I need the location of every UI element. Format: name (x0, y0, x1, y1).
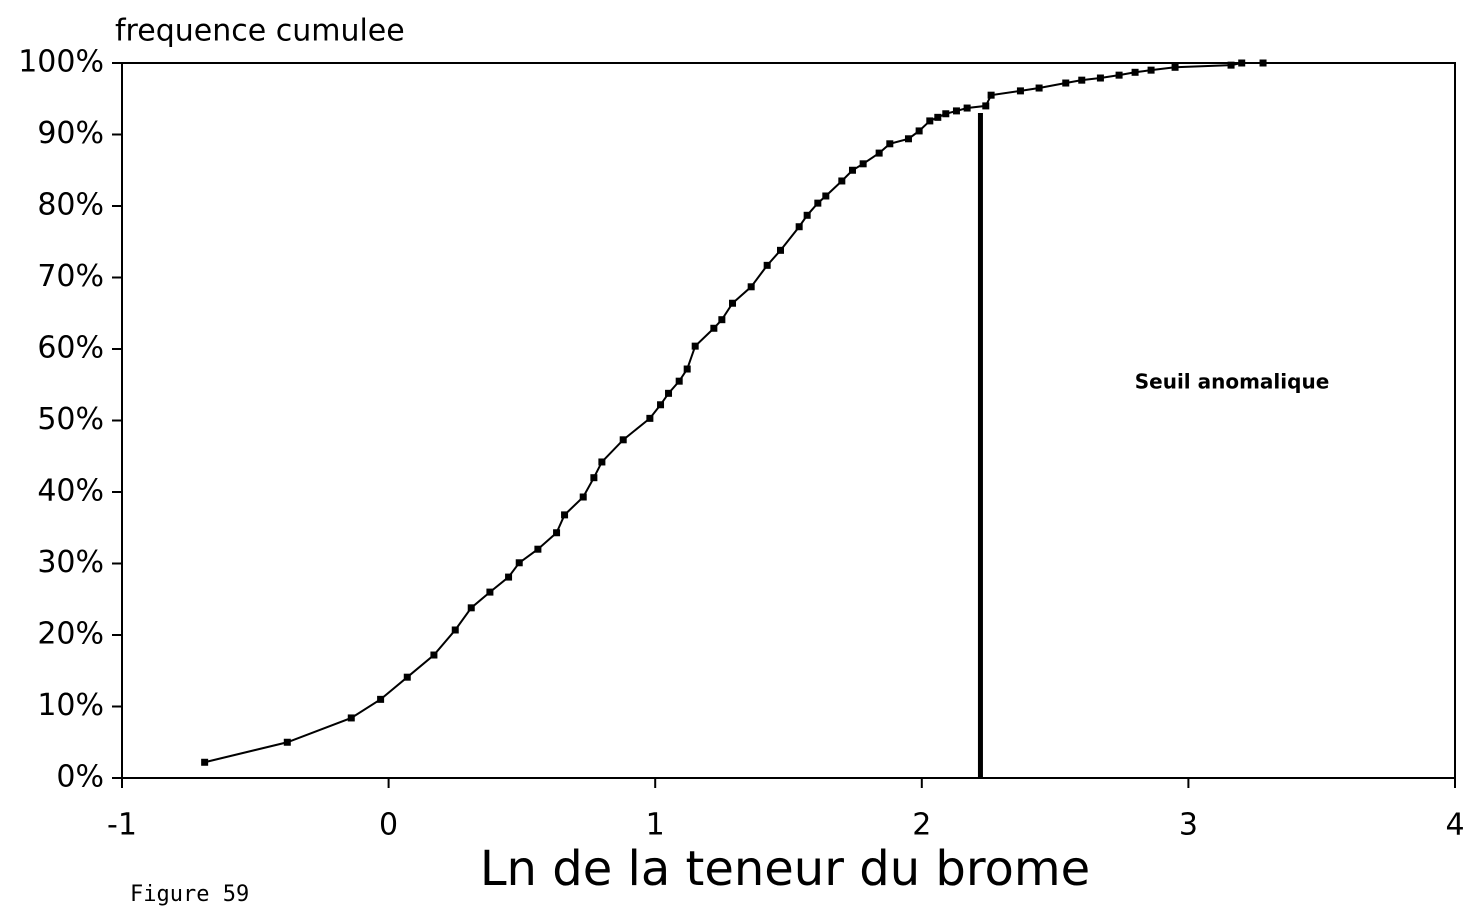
data-point (822, 192, 830, 200)
data-point (579, 493, 587, 501)
y-tick-label: 60% (37, 331, 104, 366)
data-point (942, 110, 950, 118)
y-axis-title: frequence cumulee (115, 14, 405, 49)
data-point (859, 160, 867, 168)
data-point (515, 559, 523, 567)
data-point (377, 695, 385, 703)
data-point (347, 714, 355, 722)
x-tick-label: 0 (379, 808, 398, 843)
plot-frame (121, 62, 1456, 779)
data-point (1131, 68, 1139, 76)
y-tick-label: 100% (18, 45, 104, 80)
data-point (283, 738, 291, 746)
data-point (1035, 84, 1043, 92)
data-point (838, 177, 846, 185)
x-tick-label: 3 (1179, 808, 1198, 843)
data-point (505, 573, 513, 581)
data-point (534, 545, 542, 553)
data-point (598, 458, 606, 466)
data-point (875, 149, 883, 157)
data-point (718, 316, 726, 324)
data-point (646, 414, 654, 422)
data-point (747, 283, 755, 291)
data-point (729, 299, 737, 307)
data-line (204, 62, 1264, 764)
figure-label: Figure 59 (130, 882, 249, 907)
data-point (915, 127, 923, 135)
data-point (777, 246, 785, 254)
data-point (657, 401, 665, 409)
data-point (952, 107, 960, 115)
y-tick-label: 90% (37, 116, 104, 151)
x-tick-label: 4 (1445, 808, 1464, 843)
y-tick-label: 20% (37, 617, 104, 652)
annotation: Seuil anomalique (1135, 370, 1330, 394)
y-tick-label: 50% (37, 402, 104, 437)
data-point (1115, 71, 1123, 79)
y-tick-label: 80% (37, 188, 104, 223)
y-tick-label: 30% (37, 545, 104, 580)
data-point (763, 261, 771, 269)
data-point (619, 436, 627, 444)
data-point (590, 474, 598, 482)
data-point (848, 166, 856, 174)
data-point (486, 588, 494, 596)
data-point (451, 626, 459, 634)
data-point (403, 673, 411, 681)
data-point (803, 211, 811, 219)
data-point (201, 758, 209, 766)
data-point (710, 324, 718, 332)
y-tick-label: 0% (56, 760, 104, 795)
data-point (982, 102, 990, 110)
data-point (683, 365, 691, 373)
data-point (926, 117, 934, 125)
data-point (675, 377, 683, 385)
data-point (1062, 79, 1070, 87)
data-point (795, 223, 803, 231)
data-point (886, 140, 894, 148)
data-point (1171, 63, 1179, 71)
y-tick-label: 40% (37, 474, 104, 509)
x-tick-label: 2 (912, 808, 931, 843)
data-point (1259, 59, 1267, 67)
data-point (1016, 87, 1024, 95)
data-point (1096, 74, 1104, 82)
data-point (561, 511, 569, 519)
x-tick-label: -1 (107, 808, 137, 843)
data-point (1238, 59, 1246, 67)
data-point (691, 342, 699, 350)
data-point (934, 113, 942, 121)
data-point (1078, 76, 1086, 84)
data-point (1227, 61, 1235, 69)
data-point (467, 604, 475, 612)
y-tick-label: 10% (37, 688, 104, 723)
data-point (665, 389, 673, 397)
data-point (430, 651, 438, 659)
data-point (904, 135, 912, 143)
data-point (1147, 66, 1155, 74)
data-point (963, 104, 971, 112)
x-axis-title: Ln de la teneur du brome (480, 841, 1090, 897)
data-point (814, 199, 822, 207)
y-tick-label: 70% (37, 259, 104, 294)
x-tick-label: 1 (646, 808, 665, 843)
data-point (987, 91, 995, 99)
data-point (553, 529, 561, 537)
